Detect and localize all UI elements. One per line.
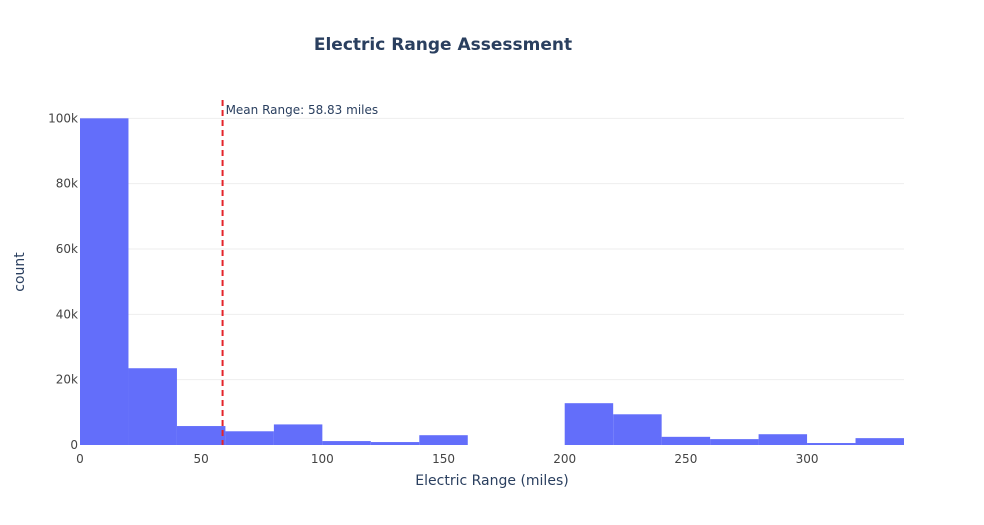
- y-tick-label: 100k: [48, 111, 78, 125]
- histogram-bar: [419, 435, 468, 445]
- histogram-bar: [807, 443, 856, 445]
- histogram-bar: [80, 118, 129, 445]
- histogram-bar: [613, 414, 662, 445]
- x-tick-label: 200: [553, 452, 576, 466]
- histogram-bar: [322, 441, 371, 445]
- y-axis-label: count: [12, 252, 28, 292]
- x-tick-label: 300: [796, 452, 819, 466]
- histogram-bar: [564, 403, 614, 445]
- histogram-bar: [370, 442, 420, 445]
- x-tick-label: 50: [194, 452, 209, 466]
- y-tick-label: 40k: [56, 307, 78, 321]
- histogram-bar: [855, 438, 904, 445]
- x-tick-label: 100: [311, 452, 334, 466]
- y-tick-label: 20k: [56, 373, 78, 387]
- histogram-bar: [273, 424, 323, 445]
- x-axis-label: Electric Range (miles): [415, 473, 568, 489]
- x-tick-label: 150: [432, 452, 455, 466]
- x-tick-label: 0: [76, 452, 84, 466]
- x-tick-labels: 0 50 100 150 200 250 300: [76, 452, 818, 466]
- mean-line-group: Mean Range: 58.83 miles: [221, 100, 379, 445]
- y-tick-label: 60k: [56, 242, 78, 256]
- histogram-bar: [710, 439, 759, 445]
- x-tick-label: 250: [674, 452, 697, 466]
- histogram-bar: [128, 368, 177, 445]
- gridlines: [80, 117, 904, 381]
- histogram-bar: [661, 436, 711, 445]
- histogram-bar: [176, 426, 226, 445]
- chart-title: Electric Range Assessment: [314, 35, 572, 55]
- y-tick-label: 0: [70, 438, 78, 452]
- histogram-bars: [80, 118, 904, 445]
- histogram-bar: [758, 434, 808, 445]
- mean-range-annotation: Mean Range: 58.83 miles: [226, 103, 379, 117]
- y-tick-labels: 0 20k 40k 60k 80k 100k: [48, 111, 78, 452]
- histogram-bar: [225, 431, 274, 445]
- y-tick-label: 80k: [56, 177, 78, 191]
